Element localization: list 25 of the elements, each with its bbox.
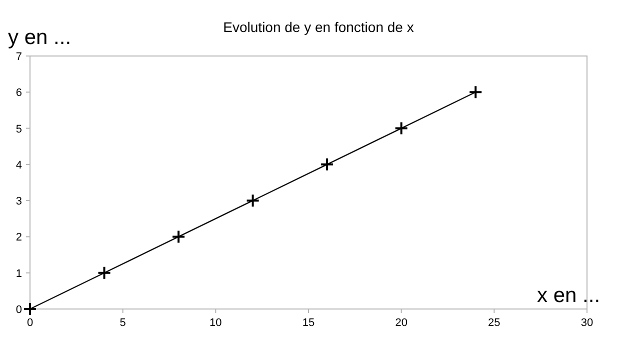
y-tick-label: 6 — [16, 87, 22, 100]
point — [468, 85, 483, 100]
y-tick-label: 5 — [16, 123, 22, 136]
x-tick-label: 5 — [120, 317, 126, 329]
x-tick-label: 0 — [26, 317, 34, 329]
x-tick-label: 15 — [302, 317, 315, 329]
y-tick-label: 3 — [16, 196, 22, 208]
chart-title: Evolution de y en fonction de x — [223, 19, 414, 35]
y-tick-label: 2 — [16, 232, 22, 244]
x-tick-label: 25 — [488, 317, 500, 329]
x-tick-label: 10 — [210, 317, 222, 329]
point — [246, 194, 260, 208]
point — [172, 230, 186, 244]
y-tick-label: 1 — [16, 268, 22, 280]
point — [394, 121, 408, 136]
x-tick-label: 20 — [395, 317, 408, 329]
point — [97, 266, 112, 280]
x-axis-title: x en ... — [537, 284, 600, 307]
y-tick-label: 7 — [16, 51, 22, 63]
y-tick-label: 4 — [16, 159, 22, 172]
point — [23, 302, 37, 316]
x-tick-label: 30 — [580, 317, 594, 329]
point — [320, 157, 334, 172]
y-axis-title: y en ... — [8, 26, 72, 49]
y-tick-label: 0 — [16, 304, 22, 316]
